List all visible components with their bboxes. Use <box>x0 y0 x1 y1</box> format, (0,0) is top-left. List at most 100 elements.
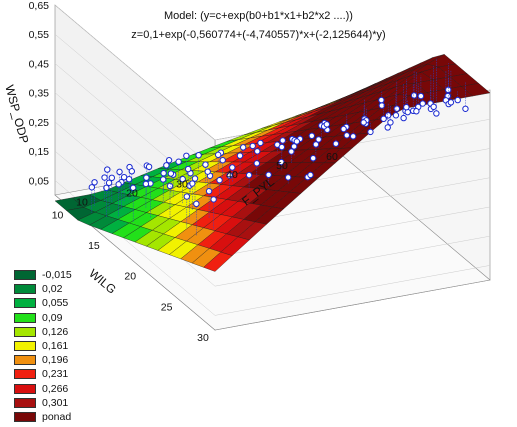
z-axis-label: WSP_ODP <box>2 83 31 145</box>
data-point <box>165 157 173 164</box>
data-point <box>125 176 133 183</box>
legend-swatch <box>14 397 36 408</box>
z-tick-label: 0,35 <box>29 88 50 100</box>
data-point <box>284 174 292 181</box>
data-point <box>116 168 123 176</box>
model-title: Model: (y=c+exp(b0+b1*x1+b2*x2 ....)) <box>164 10 353 22</box>
data-point <box>393 105 401 112</box>
data-point <box>380 115 387 123</box>
data-point <box>343 132 351 139</box>
legend-swatch <box>14 383 36 394</box>
y-tick-label: 25 <box>161 301 173 313</box>
legend-swatch <box>14 369 36 380</box>
legend-item: 0,02 <box>14 282 72 296</box>
legend-swatch <box>14 312 36 323</box>
legend-swatch <box>14 355 36 366</box>
data-point <box>183 152 190 159</box>
legend-item: 0,301 <box>14 396 72 410</box>
z-tick-label: 0,45 <box>29 58 50 70</box>
legend-item: 0,196 <box>14 353 72 367</box>
data-point <box>278 158 285 166</box>
legend-swatch <box>14 326 36 337</box>
data-point <box>384 112 392 119</box>
x-tick-label: 40 <box>226 169 238 181</box>
legend-label: 0,231 <box>42 368 69 381</box>
legend-label: 0,09 <box>42 311 63 324</box>
data-point <box>387 119 394 126</box>
legend-label: ponad <box>42 410 72 423</box>
x-tick-label: 10 <box>76 196 88 208</box>
legend-swatch <box>14 341 36 352</box>
data-point <box>205 187 213 195</box>
data-point <box>360 119 367 126</box>
legend-swatch <box>14 284 36 295</box>
x-tick-label: 30 <box>176 178 188 190</box>
legend-label: 0,02 <box>42 283 63 296</box>
legend-item: 0,266 <box>14 382 72 396</box>
legend-swatch <box>14 411 36 422</box>
data-point <box>204 168 211 175</box>
data-point <box>249 142 256 150</box>
data-point <box>400 114 407 122</box>
data-point <box>191 175 199 182</box>
data-point <box>216 176 223 184</box>
x-tick-label: 20 <box>126 187 138 199</box>
legend: -0,015 0,02 0,055 0,09 0,126 0,161 0,196 0,231 0… <box>14 268 72 424</box>
data-point <box>167 170 175 177</box>
data-point <box>308 132 316 140</box>
y-tick-label: 30 <box>197 332 209 344</box>
data-point <box>175 158 182 165</box>
data-point <box>293 138 301 145</box>
legend-label: -0,015 <box>42 269 72 282</box>
data-point <box>105 179 113 187</box>
data-point <box>323 121 331 128</box>
legend-label: 0,126 <box>42 325 69 338</box>
data-point <box>163 162 170 169</box>
surface-cell <box>203 251 233 272</box>
data-point <box>254 148 261 155</box>
data-point <box>433 110 440 117</box>
legend-label: 0,055 <box>42 297 69 310</box>
data-point <box>367 128 374 136</box>
data-point <box>104 166 111 173</box>
data-point <box>214 151 222 159</box>
data-point <box>128 168 136 175</box>
data-point <box>332 140 340 147</box>
data-point <box>88 184 96 191</box>
fitted-surface <box>54 54 491 272</box>
data-point <box>444 86 452 94</box>
z-tick-label: 0,55 <box>29 29 50 41</box>
legend-label: 0,301 <box>42 396 69 409</box>
data-point <box>378 96 385 104</box>
data-point <box>239 144 247 151</box>
data-point <box>340 125 347 133</box>
data-point <box>193 200 200 208</box>
legend-item: 0,161 <box>14 339 72 353</box>
data-point <box>219 156 226 164</box>
x-tick-label: 50 <box>276 160 288 172</box>
data-point <box>257 139 264 147</box>
data-point <box>392 112 400 119</box>
data-point <box>462 105 469 112</box>
data-point <box>349 133 357 140</box>
legend-swatch <box>14 270 36 281</box>
data-point <box>229 164 236 171</box>
data-point <box>384 124 391 131</box>
data-point <box>410 92 418 99</box>
data-point <box>236 152 244 159</box>
data-point <box>253 160 261 167</box>
data-point <box>315 136 322 143</box>
data-point <box>145 163 153 171</box>
data-point <box>129 184 137 192</box>
data-point <box>184 165 192 173</box>
data-point <box>288 148 295 155</box>
data-point <box>245 171 253 179</box>
legend-label: 0,266 <box>42 382 69 395</box>
x-tick-label: 60 <box>326 151 338 163</box>
data-point <box>159 176 167 183</box>
z-tick-label: 0,05 <box>29 175 50 187</box>
data-point <box>166 182 174 190</box>
data-point <box>430 103 437 111</box>
data-point <box>265 171 272 179</box>
data-point <box>160 170 167 177</box>
